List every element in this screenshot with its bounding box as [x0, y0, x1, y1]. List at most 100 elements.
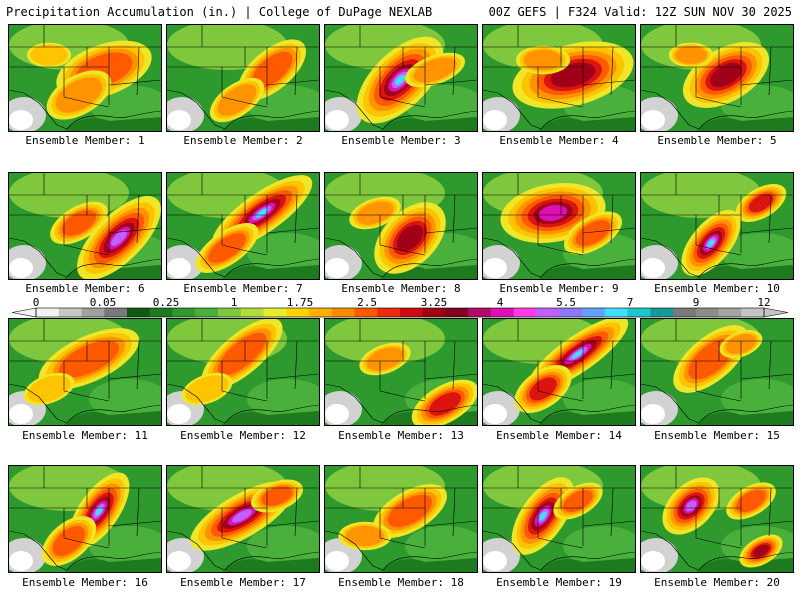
colorbar-bin [195, 308, 219, 317]
colorbar-tick-label: 0.05 [89, 296, 117, 309]
colorbar-tick-label: 2.5 [357, 296, 377, 309]
colorbar-tick-label: 3.25 [420, 296, 448, 309]
precip-contour [217, 332, 267, 376]
colorbar-tick-label: 7 [626, 296, 634, 309]
colorbar-bin [172, 308, 196, 317]
precip-contour [61, 210, 97, 236]
colorbar-bin [400, 308, 424, 317]
precip-contour [232, 509, 252, 523]
precip-contour [356, 201, 394, 225]
colorbar-tick-label: 5.5 [556, 296, 576, 309]
ensemble-member-label: Ensemble Member: 5 [657, 134, 777, 147]
colorbar-bin [240, 308, 264, 317]
colorbar-tick-label: 4 [496, 296, 504, 309]
precip-contour [396, 224, 424, 252]
ensemble-member-label: Ensemble Member: 11 [22, 429, 148, 442]
colorbar-tick-label: 1 [230, 296, 238, 309]
colorbar-bin [559, 308, 583, 317]
ensemble-member-map [640, 318, 794, 426]
precip-contour [366, 347, 404, 371]
colorbar-bin [286, 308, 310, 317]
ensemble-member-map [482, 465, 636, 573]
ensemble-member-label: Ensemble Member: 6 [25, 282, 145, 295]
precip-contour [251, 51, 293, 89]
ensemble-member-label: Ensemble Member: 15 [654, 429, 780, 442]
ensemble-member-label: Ensemble Member: 13 [338, 429, 464, 442]
precip-contour [95, 506, 103, 516]
precip-contour [58, 340, 120, 378]
colorbar-bin [491, 308, 515, 317]
colorbar-bin [331, 308, 355, 317]
ensemble-member-label: Ensemble Member: 9 [499, 282, 619, 295]
ensemble-member-map [8, 24, 162, 132]
precip-contour [675, 46, 707, 64]
chart-title: Precipitation Accumulation (in.) | Colle… [6, 5, 433, 19]
ensemble-member-label: Ensemble Member: 10 [654, 282, 780, 295]
ensemble-member-label: Ensemble Member: 17 [180, 576, 306, 589]
colorbar-tick-label: 9 [692, 296, 700, 309]
precip-contour [523, 49, 563, 71]
ensemble-member-map [166, 318, 320, 426]
colorbar-bin [36, 308, 60, 317]
colorbar-bin [149, 308, 173, 317]
colorbar-bin [81, 308, 105, 317]
colorbar-tick-label: 1.75 [286, 296, 314, 309]
ensemble-member-label: Ensemble Member: 4 [499, 134, 619, 147]
model-run-info: 00Z GEFS | F324 Valid: 12Z SUN NOV 30 20… [488, 5, 792, 19]
ensemble-member-map [482, 318, 636, 426]
precip-contour [563, 489, 593, 513]
precip-contour [217, 84, 257, 116]
ensemble-member-label: Ensemble Member: 16 [22, 576, 148, 589]
ensemble-member-map [8, 318, 162, 426]
colorbar-bin [218, 308, 242, 317]
colorbar-bin [513, 308, 537, 317]
precip-contour [429, 392, 461, 416]
precip-contour [208, 233, 246, 263]
ensemble-member-map [640, 172, 794, 280]
ensemble-member-map [640, 24, 794, 132]
colorbar-bin [377, 308, 401, 317]
ensemble-member-label: Ensemble Member: 19 [496, 576, 622, 589]
colorbar-bin [309, 308, 333, 317]
precip-contour [575, 220, 611, 246]
ensemble-member-label: Ensemble Member: 1 [25, 134, 145, 147]
colorbar-bin [695, 308, 719, 317]
colorbar-bin [536, 308, 560, 317]
colorbar-bin [422, 308, 446, 317]
ensemble-member-label: Ensemble Member: 18 [338, 576, 464, 589]
colorbar-bin [673, 308, 697, 317]
ensemble-member-label: Ensemble Member: 14 [496, 429, 622, 442]
precip-contour [394, 74, 406, 86]
colorbar-bin [650, 308, 674, 317]
ensemble-member-map [8, 465, 162, 573]
colorbar-bin [741, 308, 765, 317]
precip-contour [185, 375, 229, 403]
precip-contour [707, 239, 715, 247]
ensemble-member-map [166, 172, 320, 280]
precip-contour [539, 511, 547, 521]
colorbar-tick-label: 0.25 [152, 296, 180, 309]
ensemble-member-map [324, 465, 478, 573]
colorbar-bin [468, 308, 492, 317]
colorbar-bin [445, 308, 469, 317]
colorbar-bin [718, 308, 742, 317]
precip-contour [685, 500, 697, 512]
precip-contour [710, 62, 742, 88]
precip-contour [571, 349, 585, 359]
colorbar-tick-label: 12 [757, 296, 771, 309]
precip-contour [30, 44, 68, 66]
ensemble-member-label: Ensemble Member: 8 [341, 282, 461, 295]
precip-contour [387, 494, 433, 528]
colorbar-bin [354, 308, 378, 317]
colorbar-bin [127, 308, 151, 317]
ensemble-member-map [640, 465, 794, 573]
colorbar-bin [627, 308, 651, 317]
precip-contour [27, 375, 71, 403]
ensemble-member-map [166, 24, 320, 132]
colorbar-bin [263, 308, 287, 317]
colorbar-min-arrow [11, 307, 37, 318]
ensemble-member-label: Ensemble Member: 12 [180, 429, 306, 442]
colorbar-max-arrow [763, 307, 789, 318]
ensemble-member-map [324, 318, 478, 426]
ensemble-member-label: Ensemble Member: 2 [183, 134, 303, 147]
